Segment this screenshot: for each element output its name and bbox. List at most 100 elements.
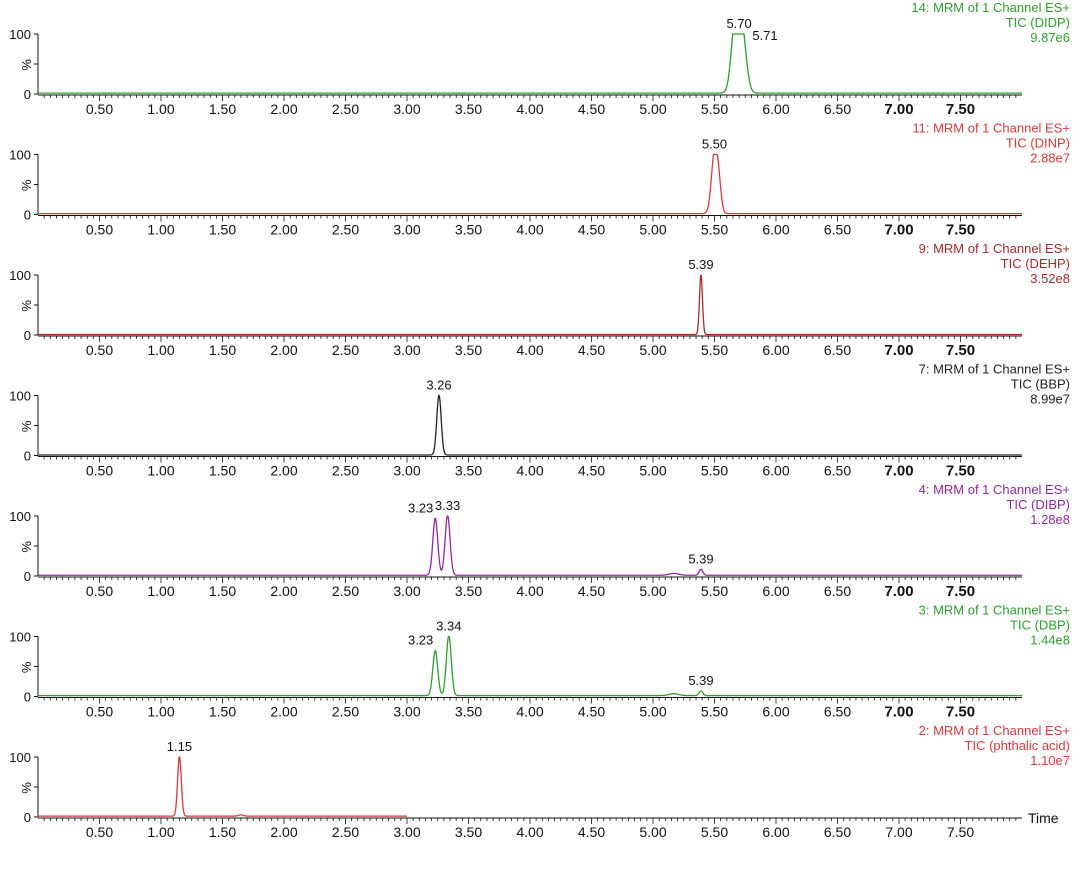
x-tick-label: 3.00 bbox=[393, 704, 420, 720]
peak-label: 1.15 bbox=[167, 739, 192, 754]
x-tick-label: 5.50 bbox=[701, 583, 728, 599]
peak-label: 3.34 bbox=[436, 619, 461, 634]
x-tick-label: 3.00 bbox=[393, 101, 420, 117]
x-tick-label: 2.50 bbox=[332, 342, 359, 358]
x-tick-label: 5.00 bbox=[639, 824, 666, 840]
panel-header-line: TIC (phthalic acid) bbox=[965, 738, 1070, 753]
y-tick-label: 0 bbox=[24, 569, 31, 584]
x-tick-label: 7.00 bbox=[884, 222, 913, 239]
y-tick-label: % bbox=[19, 179, 34, 191]
x-tick-label: 3.00 bbox=[393, 824, 420, 840]
x-tick-label: 5.50 bbox=[701, 222, 728, 238]
x-tick-label: 3.50 bbox=[455, 824, 482, 840]
y-tick-label: 100 bbox=[9, 27, 31, 42]
y-tick-label: 0 bbox=[24, 449, 31, 464]
panel-header-line: TIC (BBP) bbox=[1011, 377, 1070, 392]
panel-header-line: 2.88e7 bbox=[1030, 151, 1070, 166]
panel-header-line: 3.52e8 bbox=[1030, 271, 1070, 286]
x-tick-label: 4.00 bbox=[516, 463, 543, 479]
panel-header-line: TIC (DEHP) bbox=[1001, 256, 1070, 271]
x-tick-label: 4.50 bbox=[578, 101, 605, 117]
x-tick-label: 1.50 bbox=[209, 824, 236, 840]
y-tick-label: % bbox=[19, 782, 34, 794]
x-tick-label: 3.50 bbox=[455, 463, 482, 479]
chromatogram-panel: 2: MRM of 1 Channel ES+TIC (phthalic aci… bbox=[9, 723, 1070, 840]
chromatogram-panel: 3: MRM of 1 Channel ES+TIC (DBP)1.44e8 10… bbox=[9, 603, 1070, 721]
x-tick-label: 7.50 bbox=[946, 463, 975, 480]
y-tick-label: 100 bbox=[9, 509, 31, 524]
panel-header-line: 4: MRM of 1 Channel ES+ bbox=[919, 482, 1070, 497]
y-tick-label: 100 bbox=[9, 750, 31, 765]
x-tick-label: 7.00 bbox=[884, 704, 913, 721]
x-tick-label: 6.00 bbox=[762, 463, 789, 479]
x-tick-label: 6.00 bbox=[762, 583, 789, 599]
x-tick-label: 5.00 bbox=[639, 583, 666, 599]
x-tick-label: 1.50 bbox=[209, 463, 236, 479]
x-tick-label: 6.50 bbox=[824, 463, 851, 479]
panel-header-line: TIC (DBP) bbox=[1010, 618, 1070, 633]
x-tick-label: 7.50 bbox=[946, 583, 975, 600]
x-tick-label: 7.00 bbox=[885, 824, 912, 840]
y-tick-label: % bbox=[19, 420, 34, 432]
x-tick-label: 3.00 bbox=[393, 463, 420, 479]
x-tick-label: 7.00 bbox=[884, 101, 913, 118]
chromatogram-trace bbox=[38, 756, 407, 817]
panel-header-line: 11: MRM of 1 Channel ES+ bbox=[912, 121, 1070, 136]
x-tick-label: 2.00 bbox=[270, 101, 297, 117]
x-tick-label: 5.00 bbox=[639, 342, 666, 358]
x-tick-label: 3.50 bbox=[455, 101, 482, 117]
peak-label: 5.50 bbox=[702, 137, 727, 152]
x-ticks bbox=[43, 697, 1017, 704]
x-axis-label: Time bbox=[1028, 810, 1059, 826]
x-tick-label: 2.50 bbox=[332, 704, 359, 720]
peak-label: 3.33 bbox=[435, 498, 460, 513]
x-tick-label: 5.00 bbox=[639, 463, 666, 479]
y-tick-label: 0 bbox=[24, 328, 31, 343]
chromatogram-trace bbox=[38, 635, 1022, 697]
x-tick-label: 1.50 bbox=[209, 342, 236, 358]
x-tick-label: 7.00 bbox=[884, 342, 913, 359]
x-tick-label: 1.00 bbox=[147, 222, 174, 238]
x-tick-label: 6.50 bbox=[824, 101, 851, 117]
x-tick-label: 7.50 bbox=[946, 222, 975, 239]
peak-label: 5.70 bbox=[726, 16, 751, 31]
x-tick-label: 1.00 bbox=[147, 101, 174, 117]
x-ticks bbox=[43, 577, 1017, 583]
peak-label: 5.71 bbox=[752, 28, 777, 43]
panel-header-line: 1.28e8 bbox=[1030, 512, 1070, 527]
peak-label: 5.39 bbox=[688, 257, 713, 272]
x-tick-label: 6.00 bbox=[762, 824, 789, 840]
x-tick-label: 4.00 bbox=[516, 824, 543, 840]
x-tick-label: 1.00 bbox=[147, 704, 174, 720]
x-tick-label: 7.00 bbox=[884, 463, 913, 480]
x-ticks bbox=[43, 336, 1017, 342]
x-tick-label: 5.00 bbox=[639, 704, 666, 720]
x-tick-label: 4.00 bbox=[516, 101, 543, 117]
panel-header-line: 3: MRM of 1 Channel ES+ bbox=[919, 603, 1070, 618]
x-tick-label: 4.00 bbox=[516, 583, 543, 599]
x-tick-label: 1.00 bbox=[147, 342, 174, 358]
y-tick-label: 100 bbox=[9, 630, 31, 645]
y-tick-label: 100 bbox=[9, 148, 31, 163]
panel-header-line: TIC (DIDP) bbox=[1006, 15, 1070, 30]
y-tick-label: 100 bbox=[9, 268, 31, 283]
x-tick-label: 0.50 bbox=[86, 704, 113, 720]
x-tick-label: 6.50 bbox=[824, 222, 851, 238]
x-tick-label: 7.50 bbox=[947, 824, 974, 840]
chromatogram-trace bbox=[38, 33, 1022, 94]
x-tick-label: 5.00 bbox=[639, 222, 666, 238]
x-tick-label: 2.00 bbox=[270, 704, 297, 720]
peak-label: 3.23 bbox=[408, 500, 433, 515]
x-tick-label: 6.00 bbox=[762, 342, 789, 358]
panel-header-line: 1.44e8 bbox=[1030, 633, 1070, 648]
x-tick-label: 2.50 bbox=[332, 463, 359, 479]
x-tick-label: 6.00 bbox=[762, 704, 789, 720]
x-tick-label: 1.50 bbox=[209, 704, 236, 720]
x-tick-label: 5.50 bbox=[701, 463, 728, 479]
panel-header-line: 7: MRM of 1 Channel ES+ bbox=[919, 362, 1070, 377]
x-tick-label: 6.00 bbox=[762, 222, 789, 238]
panel-header-line: 1.10e7 bbox=[1030, 753, 1070, 768]
x-ticks bbox=[43, 818, 1017, 824]
x-tick-label: 6.50 bbox=[824, 824, 851, 840]
chromatogram-trace bbox=[38, 153, 1022, 215]
